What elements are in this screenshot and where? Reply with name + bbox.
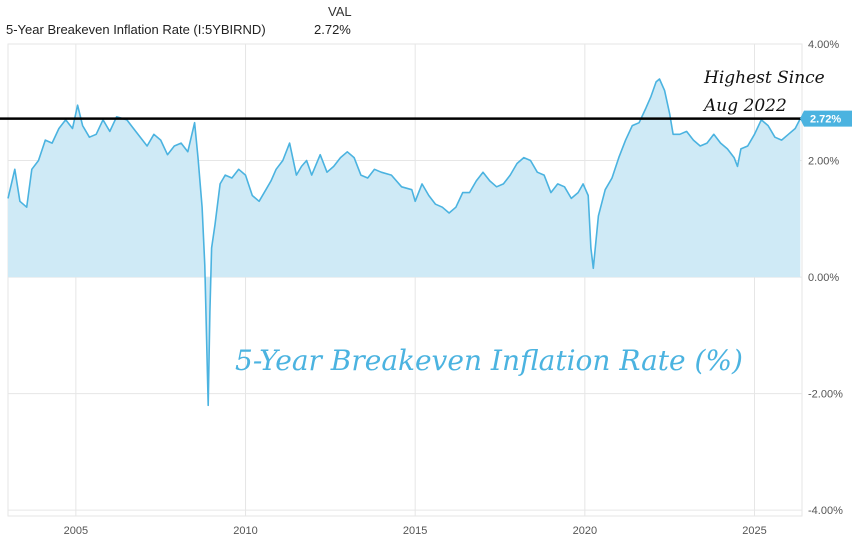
legend-value-header: VAL (328, 4, 352, 19)
y-tick-label: 2.00% (808, 156, 839, 168)
y-tick-label: -2.00% (808, 389, 843, 401)
y-tick-label: 4.00% (808, 39, 839, 51)
legend-series-name[interactable]: 5-Year Breakeven Inflation Rate (I:5YBIR… (6, 22, 266, 37)
series-line[interactable] (7, 78, 802, 407)
y-axis-ticks: 4.00% 2.00% 0.00% -2.00% -4.00% (808, 39, 843, 517)
x-axis-ticks: 2005 2010 2015 2020 2025 (64, 525, 767, 537)
y-tick-label: 0.00% (808, 272, 839, 284)
legend-panel: VAL 5-Year Breakeven Inflation Rate (I:5… (0, 0, 860, 40)
x-tick-label: 2020 (573, 525, 597, 537)
x-tick-label: 2010 (233, 525, 257, 537)
annotation-line-2: Aug 2022 (702, 96, 787, 116)
annotation-line-1: Highest Since (703, 68, 825, 88)
last-value-badge-shape (800, 110, 852, 127)
plot-frame (7, 43, 803, 517)
x-tick-label: 2025 (742, 525, 766, 537)
x-tick-label: 2005 (64, 525, 88, 537)
series-area-fill (8, 79, 801, 406)
chart-grid (7, 43, 803, 517)
legend-series-value: 2.72% (314, 22, 351, 37)
last-value-badge: 2.72% (800, 110, 852, 127)
chart-title-overlay: 5-Year Breakeven Inflation Rate (%) (235, 344, 743, 377)
last-value-badge-label: 2.72% (810, 114, 841, 126)
x-tick-label: 2015 (403, 525, 427, 537)
y-tick-label: -4.00% (808, 505, 843, 517)
